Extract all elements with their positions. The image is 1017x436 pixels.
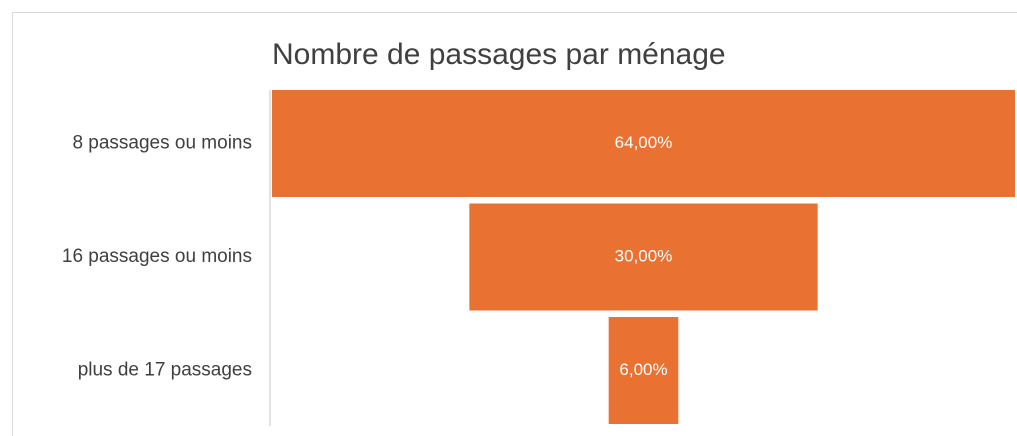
bar [469,203,818,311]
chart-frame [12,12,1017,436]
category-label: plus de 17 passages [78,360,252,381]
value-label: 64,00% [615,133,673,152]
category-label: 8 passages ou moins [72,133,252,154]
category-label: 16 passages ou moins [62,246,252,267]
bar [608,317,679,424]
value-label: 30,00% [615,246,673,265]
bar [272,90,1015,197]
chart-title: Nombre de passages par ménage [272,38,726,71]
value-label: 6,00% [619,360,667,379]
